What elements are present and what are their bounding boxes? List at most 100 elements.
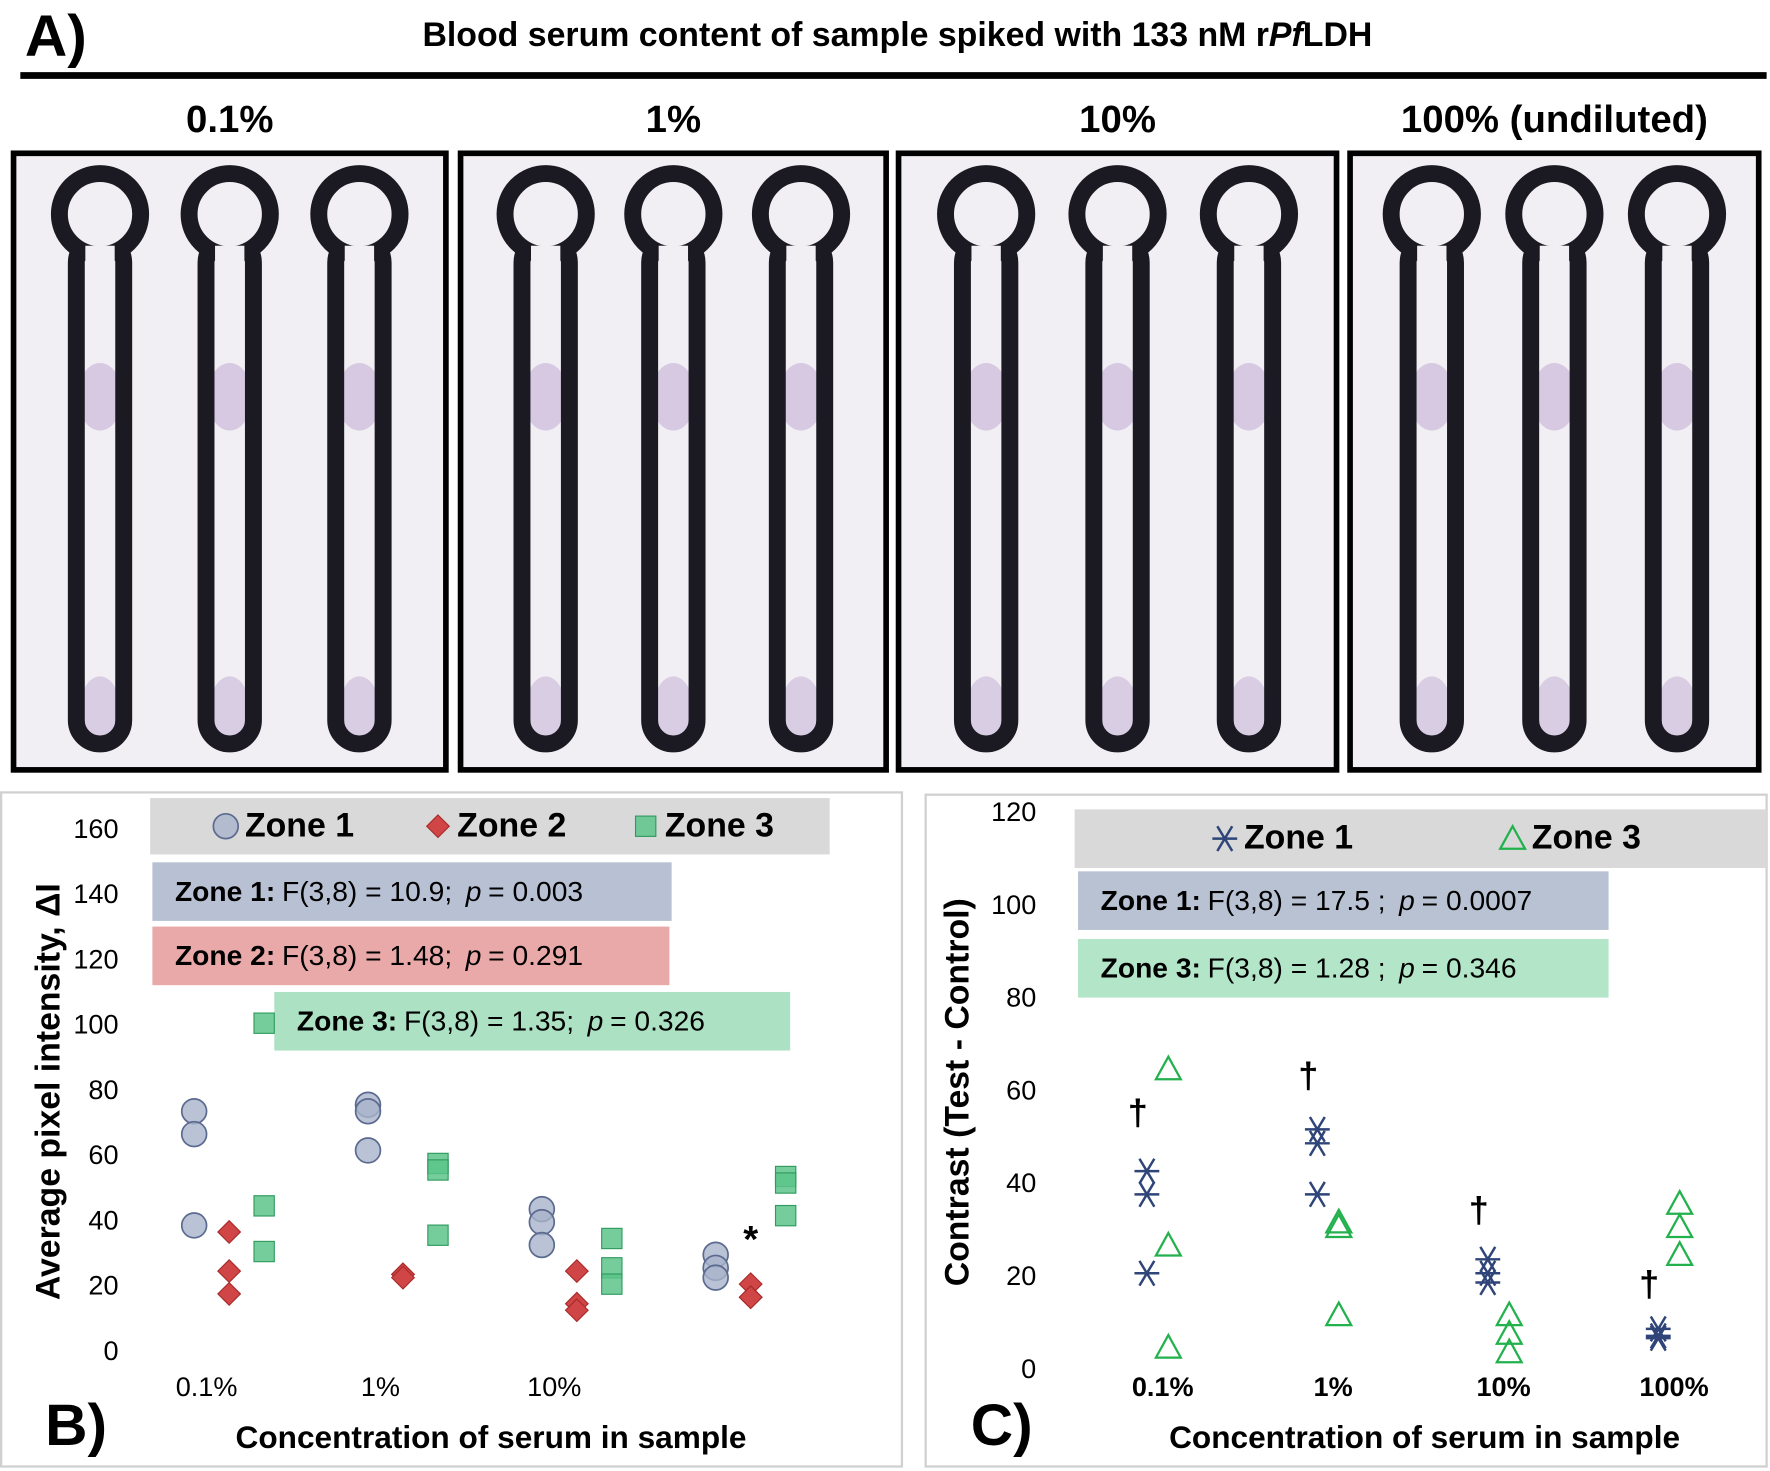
point: [774, 1204, 797, 1227]
stats-zone: Zone 2:: [175, 940, 275, 972]
point: [528, 1231, 556, 1259]
strip-neck: [1234, 245, 1264, 267]
stain: [339, 676, 380, 744]
panel-label: A): [25, 4, 87, 69]
point: [354, 1137, 382, 1164]
column-label: 10%: [1079, 98, 1156, 141]
point: [427, 1159, 449, 1181]
stats-zone: Zone 3:: [297, 1005, 397, 1037]
stain: [963, 362, 1009, 431]
stats-f: F(3,8) = 1.35;: [404, 1005, 574, 1037]
x-tick-label: 1%: [361, 1371, 400, 1402]
stats-text: Zone 1: F(3,8) = 10.9; p = 0.003: [175, 875, 583, 907]
stats-p-value: = 0.291: [488, 940, 583, 972]
panel-label: C): [971, 1393, 1033, 1458]
stats-zone: Zone 1:: [1101, 884, 1201, 916]
x-tick-label: 10%: [527, 1371, 581, 1402]
point: [217, 1259, 242, 1284]
stain: [1531, 362, 1577, 431]
stats-text: Zone 1: F(3,8) = 17.5 ; p = 0.0007: [1101, 884, 1533, 916]
point: [738, 1285, 763, 1310]
point: [1134, 1260, 1160, 1287]
stain: [1534, 676, 1575, 744]
stats-box: [1078, 871, 1609, 930]
stain: [1094, 362, 1141, 431]
strip-neck: [1539, 245, 1570, 267]
panel-frame: [924, 793, 1768, 1468]
stats-f: F(3,8) = 1.28 ;: [1208, 952, 1386, 984]
point: [1475, 1246, 1501, 1273]
stain: [523, 362, 569, 431]
strip-neck: [786, 245, 816, 267]
point: [564, 1298, 589, 1323]
title-part: Pf: [1269, 16, 1307, 54]
column-label: 1%: [646, 98, 701, 141]
stats-p-value: = 0.346: [1422, 952, 1517, 984]
point: [180, 1212, 208, 1239]
stain: [653, 676, 694, 744]
strip-neck: [1417, 245, 1447, 267]
point: [1134, 1158, 1160, 1185]
stain: [1409, 362, 1455, 431]
column-label: 0.1%: [186, 98, 273, 141]
stats-text: Zone 2: F(3,8) = 1.48; p = 0.291: [175, 940, 583, 972]
point: [1665, 1188, 1695, 1215]
point: [634, 815, 657, 837]
stain: [1654, 362, 1700, 431]
legend-label: Zone 1: [245, 806, 354, 844]
point: [1475, 1269, 1501, 1296]
strip-well: [50, 165, 150, 264]
strip-well: [496, 165, 595, 264]
point: [180, 1120, 208, 1148]
stats-f: F(3,8) = 1.48;: [282, 940, 452, 972]
strip-well: [1068, 165, 1167, 264]
point: [1212, 825, 1238, 852]
strip-neck: [971, 245, 1001, 267]
y-tick-label: 40: [1006, 1167, 1036, 1198]
annotation: *: [743, 1218, 758, 1261]
y-tick-label: 20: [1006, 1260, 1036, 1291]
y-tick-label: 120: [73, 943, 118, 974]
x-tick-label: 10%: [1476, 1371, 1530, 1402]
stain: [1226, 362, 1272, 431]
point: [601, 1273, 623, 1295]
point: [1134, 1181, 1160, 1208]
strip-neck: [215, 245, 245, 267]
panel-label: B): [45, 1393, 107, 1458]
point: [217, 1281, 242, 1306]
point: [1324, 1300, 1354, 1327]
panel-title: Blood serum content of sample spiked wit…: [422, 16, 1372, 54]
point: [1154, 1054, 1183, 1081]
title-part: LDH: [1303, 16, 1373, 54]
point: [528, 1208, 556, 1236]
stain: [207, 362, 253, 431]
stain: [1411, 676, 1453, 744]
point: [564, 1259, 589, 1284]
stats-p: p: [1398, 952, 1415, 984]
point: [354, 1098, 382, 1125]
panel-frame: [0, 791, 904, 1468]
point: [217, 1219, 242, 1245]
stats-zone: Zone 3:: [1101, 952, 1201, 984]
title-part: Blood serum content of sample spiked wit…: [422, 16, 1268, 54]
stats-zone: Zone 1:: [175, 875, 275, 907]
stats-p: p: [1398, 884, 1415, 916]
column-label: 100% (undiluted): [1401, 98, 1708, 141]
y-tick-label: 0: [103, 1335, 118, 1366]
point: [425, 814, 451, 839]
stats-p-value: = 0.003: [488, 875, 583, 907]
stats-p: p: [465, 940, 482, 972]
significance-mark: †: [1469, 1189, 1489, 1230]
stats-box: [152, 926, 670, 986]
y-tick-label: 80: [88, 1074, 118, 1105]
point: [390, 1265, 416, 1290]
point: [1665, 1239, 1695, 1266]
stats-f: F(3,8) = 10.9;: [282, 875, 452, 907]
stain: [336, 362, 382, 431]
strip-neck: [531, 245, 561, 267]
point: [253, 1195, 275, 1217]
stain: [1097, 676, 1138, 744]
strip-well: [624, 165, 723, 264]
y-tick-label: 20: [88, 1270, 118, 1301]
